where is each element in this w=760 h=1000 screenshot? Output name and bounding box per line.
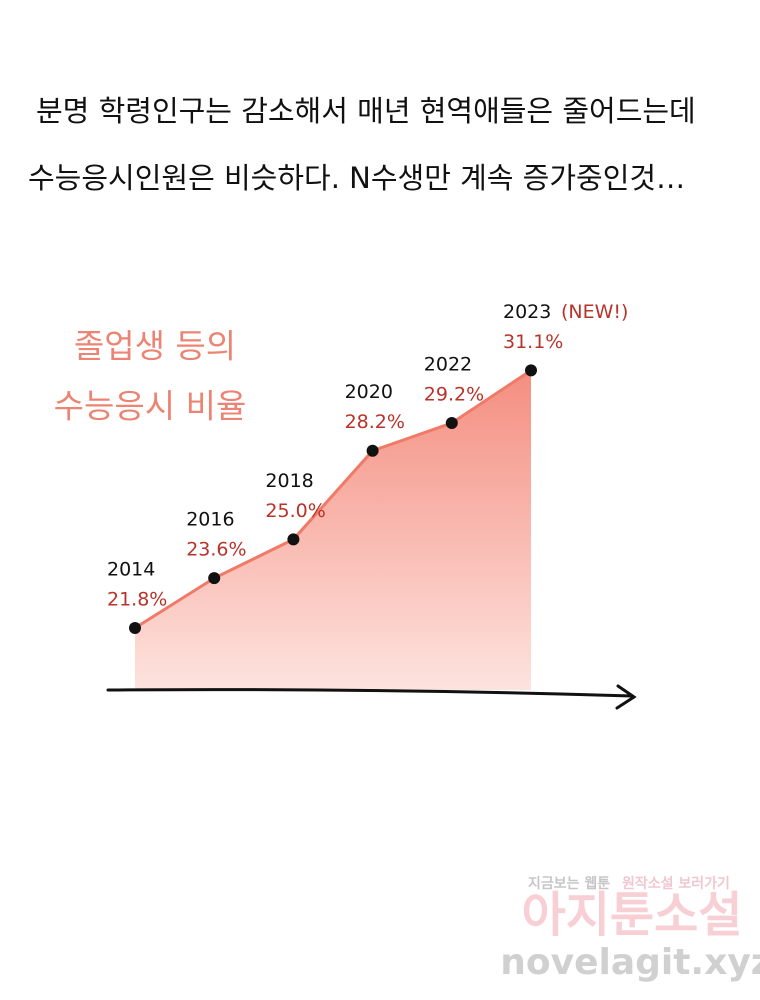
value-label: 23.6% bbox=[186, 539, 246, 561]
point bbox=[208, 572, 221, 585]
plot: 2014 21.8% 2016 23.6% 2018 25.0% 2020 28.2% 2022… bbox=[107, 301, 628, 690]
line bbox=[134, 369, 532, 630]
x-label: 2016 bbox=[186, 509, 234, 531]
x-label: 2020 bbox=[345, 381, 393, 403]
x-axis-arrow bbox=[106, 684, 637, 710]
point bbox=[445, 417, 458, 430]
point bbox=[366, 444, 379, 457]
watermark-url: novelagit.xyz bbox=[500, 942, 760, 983]
annotation: (NEW!) bbox=[561, 301, 628, 323]
value-label: 29.2% bbox=[424, 384, 484, 406]
area bbox=[135, 370, 531, 690]
watermark: 지금보는 웹툰 원작소설 보러가기 아지툰소설 novelagit.xyz bbox=[500, 875, 760, 983]
x-label: 2018 bbox=[265, 470, 313, 492]
x-label: 2014 bbox=[107, 559, 155, 581]
chart-title: 졸업생 등의 bbox=[74, 327, 236, 366]
point bbox=[129, 622, 141, 634]
value-label: 31.1% bbox=[503, 331, 563, 353]
point bbox=[287, 533, 300, 546]
watermark-text: 지금보는 웹툰 bbox=[528, 876, 610, 892]
caption: 분명 학령인구는 감소해서 매년 현역애들은 줄어드는데 bbox=[36, 94, 696, 128]
x-label: 2022 bbox=[424, 354, 472, 376]
value-label: 25.0% bbox=[265, 500, 325, 522]
caption: 수능응시인원은 비슷하다. N수생만 계속 증가중인것… bbox=[28, 161, 685, 195]
x-label: 2023 bbox=[503, 301, 551, 323]
chart-title: 수능응시 비율 bbox=[54, 387, 247, 426]
point bbox=[525, 364, 537, 377]
watermark-text: 원작소설 보러가기 bbox=[622, 875, 730, 892]
value-label: 28.2% bbox=[345, 411, 405, 433]
watermark-brand: 아지툰소설 bbox=[522, 887, 743, 943]
value-label: 21.8% bbox=[107, 589, 167, 611]
